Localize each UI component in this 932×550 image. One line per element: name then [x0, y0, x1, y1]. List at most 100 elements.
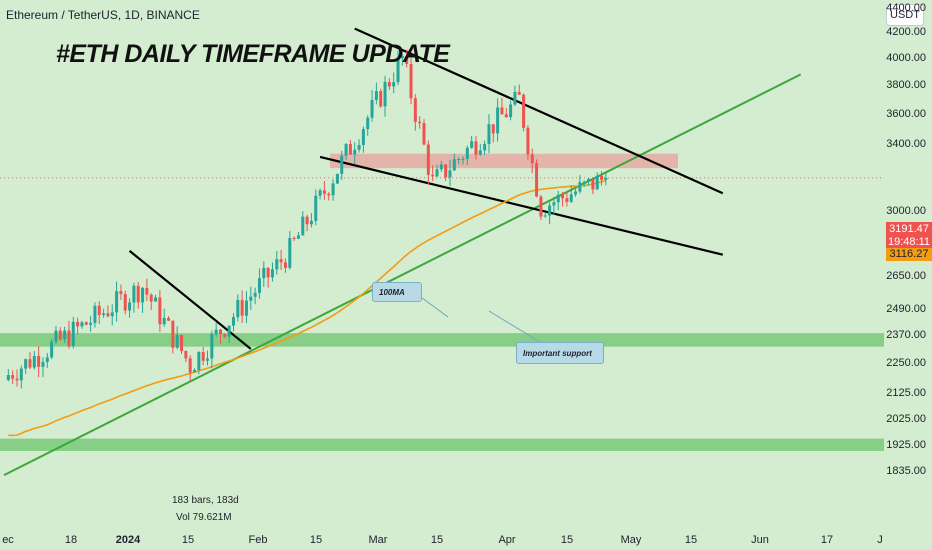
- candle-body: [327, 193, 331, 196]
- candle-body: [141, 287, 145, 303]
- candle-body: [496, 107, 500, 134]
- candle-body: [370, 99, 374, 118]
- candle-body: [167, 317, 171, 321]
- candle-body: [552, 202, 556, 206]
- candle-body: [50, 341, 54, 358]
- candle-body: [543, 215, 547, 217]
- candle-body: [435, 169, 439, 177]
- candle-body: [180, 335, 184, 352]
- candle-body: [128, 302, 132, 311]
- candle-body: [24, 359, 28, 369]
- candle-body: [102, 313, 106, 315]
- candle-body: [444, 164, 448, 178]
- candle-body: [236, 299, 240, 318]
- support-label-leader: [488, 310, 541, 343]
- candle-body: [457, 158, 461, 160]
- time-tick-label: 15: [309, 534, 323, 546]
- candle-body: [110, 312, 114, 317]
- candle-body: [491, 124, 495, 134]
- candle-body: [119, 291, 123, 295]
- candle-body: [452, 159, 456, 171]
- candle-body: [340, 155, 344, 174]
- candle-body: [539, 196, 543, 217]
- candle-body: [41, 362, 45, 367]
- candle-body: [348, 144, 352, 155]
- candle-body: [71, 321, 75, 347]
- symbol-title[interactable]: Ethereum / TetherUS, 1D, BINANCE: [6, 8, 200, 22]
- candle-body: [231, 317, 235, 326]
- candle-body: [132, 285, 136, 303]
- chart-headline: #ETH DAILY TIMEFRAME UPDATE: [56, 40, 450, 68]
- candle-body: [439, 164, 443, 170]
- candle-body: [513, 91, 517, 105]
- price-scale-bg: [884, 0, 932, 550]
- time-tick-label: 15: [430, 534, 444, 546]
- candle-body: [548, 205, 552, 216]
- trendline-1: [354, 27, 724, 195]
- candle-body: [201, 352, 205, 361]
- ma-price-tag: 3116.27: [886, 248, 932, 261]
- candle-body: [448, 170, 452, 178]
- candle-body: [210, 334, 214, 359]
- candle-body: [106, 313, 110, 317]
- candle-body: [318, 190, 322, 196]
- candle-body: [240, 299, 244, 316]
- candle-body: [470, 141, 474, 148]
- candle-body: [595, 175, 599, 190]
- candle-body: [257, 278, 261, 293]
- candle-body: [279, 259, 283, 263]
- candle-body: [344, 144, 348, 156]
- time-tick-label: 15: [684, 534, 698, 546]
- price-tick-label: 2250.00: [886, 356, 926, 369]
- candle-body: [270, 269, 274, 278]
- price-tick-label: 2125.00: [886, 387, 926, 400]
- ma-label-note: 100MA: [372, 282, 422, 302]
- time-tick-label: 17: [820, 534, 834, 546]
- candle-body: [483, 143, 487, 151]
- candle-body: [361, 129, 365, 145]
- candle-body: [392, 82, 396, 87]
- candle-body: [517, 91, 521, 95]
- candle-body: [97, 305, 101, 315]
- candle-body: [89, 322, 93, 325]
- bar-countdown: 19:48:11: [887, 236, 930, 248]
- time-tick-label: Jun: [751, 534, 769, 546]
- range-bars-info: 183 bars, 183d: [172, 495, 239, 506]
- time-tick-label: 2024: [115, 534, 141, 546]
- candle-body: [526, 127, 530, 155]
- candle-body: [604, 177, 608, 180]
- candle-body: [500, 107, 504, 115]
- candle-body: [296, 235, 300, 239]
- candle-body: [249, 296, 253, 301]
- price-tick-label: 2490.00: [886, 303, 926, 316]
- candle-body: [587, 178, 591, 182]
- resistance-zone: [330, 153, 678, 169]
- candle-body: [136, 285, 140, 303]
- candle-body: [383, 81, 387, 107]
- candle-body: [400, 56, 404, 59]
- candle-body: [465, 147, 469, 159]
- price-tick-label: 4000.00: [886, 52, 926, 65]
- candle-body: [154, 297, 158, 302]
- candle-body: [565, 198, 569, 202]
- candle-body: [314, 195, 318, 221]
- currency-button[interactable]: USDT: [886, 4, 924, 26]
- time-tick-label: 15: [181, 534, 195, 546]
- candle-body: [84, 322, 88, 325]
- candle-body: [93, 305, 97, 323]
- candle-body: [331, 183, 335, 196]
- candle-body: [478, 150, 482, 155]
- candle-body: [561, 194, 565, 199]
- candle-body: [80, 322, 84, 327]
- candle-body: [184, 351, 188, 359]
- candle-body: [301, 216, 305, 236]
- candle-body: [11, 375, 15, 379]
- candle-body: [171, 320, 175, 348]
- candle-body: [37, 356, 41, 367]
- candle-body: [115, 291, 119, 313]
- candle-body: [223, 334, 227, 337]
- support-label-text: Important support: [523, 348, 592, 358]
- support-trendline: [3, 73, 802, 477]
